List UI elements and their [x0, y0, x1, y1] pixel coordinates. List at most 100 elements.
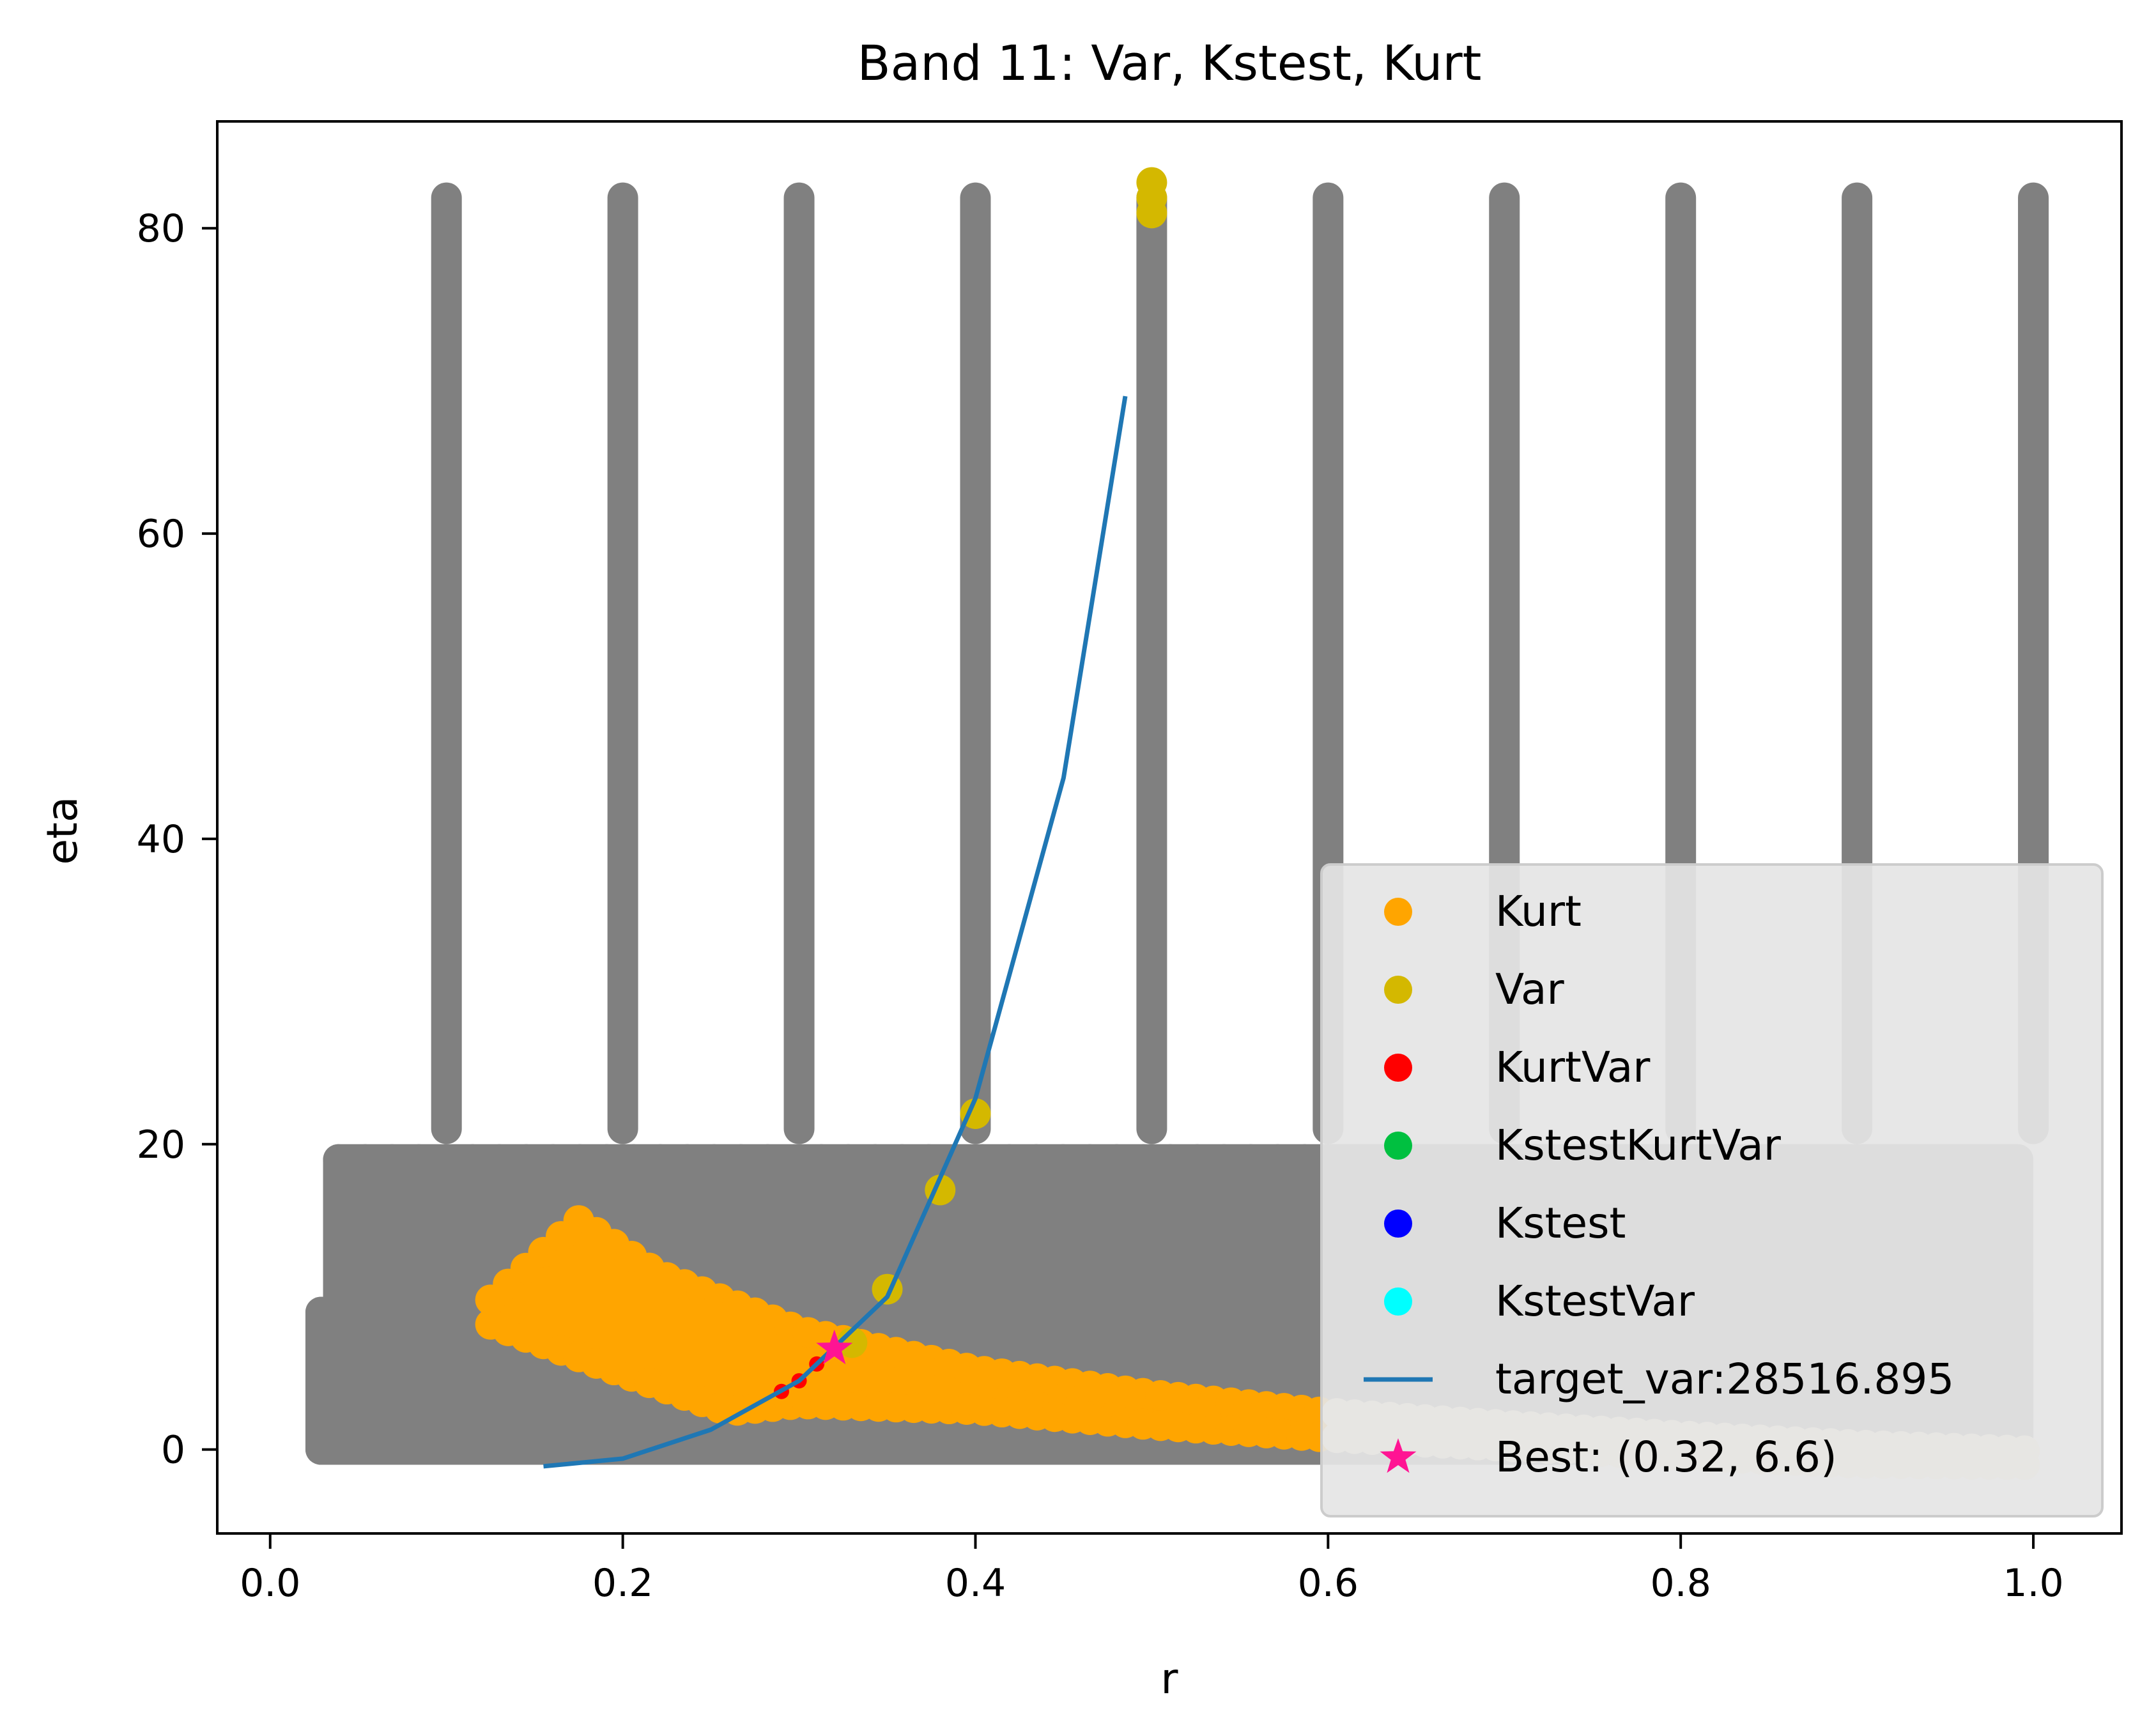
legend-marker-kstestkurtvar — [1384, 1132, 1412, 1160]
legend-marker-best — [1380, 1438, 1417, 1473]
y-tick-label: 40 — [137, 817, 185, 862]
mid-eta-grid-bottom-point — [564, 1434, 596, 1465]
legend-label-kstestkurtvar: KstestKurtVar — [1495, 1121, 1782, 1170]
legend-marker-kurtvar — [1384, 1054, 1412, 1082]
axes-frame — [216, 120, 2123, 1535]
mid-eta-grid-top-point — [537, 1144, 569, 1175]
legend-label-best-0-32-6-6: Best: (0.32, 6.6) — [1495, 1433, 1837, 1482]
mid-eta-grid-top-point — [886, 1144, 918, 1175]
grid-column — [783, 182, 815, 1144]
x-tick-label: 1.0 — [2003, 1561, 2063, 1606]
mid-eta-grid-top-point — [859, 1144, 891, 1175]
mid-eta-grid-top-point — [1020, 1144, 1052, 1175]
series-points — [773, 167, 1167, 1399]
var-point — [1136, 197, 1167, 229]
mid-eta-grid-top-point — [403, 1144, 435, 1175]
target-var-line — [543, 396, 1128, 1469]
mid-eta-grid-top-point — [350, 1144, 381, 1175]
mid-eta-grid-bottom-point — [1020, 1434, 1052, 1465]
legend-marker-kstest — [1384, 1210, 1412, 1238]
mid-eta-grid-top-point — [779, 1144, 810, 1175]
mid-eta-grid-top-point — [457, 1144, 488, 1175]
legend-label-kstestvar: KstestVar — [1495, 1277, 1695, 1326]
mid-eta-grid-bottom-point — [913, 1434, 944, 1465]
mid-eta-grid-top-point — [1047, 1144, 1079, 1175]
legend-label-target-var-28516-895: target_var:28516.895 — [1495, 1355, 1954, 1404]
mid-eta-grid-top-point — [1074, 1144, 1105, 1175]
mid-eta-grid-top-point — [645, 1144, 676, 1175]
mid-eta-grid-bottom-point — [994, 1434, 1025, 1465]
mid-eta-grid-top-point — [511, 1144, 542, 1175]
legend-label-kstest: Kstest — [1495, 1199, 1626, 1248]
grid-column — [607, 182, 638, 1144]
mid-eta-grid-bottom-point — [430, 1434, 461, 1465]
mid-eta-grid-top-point — [484, 1144, 515, 1175]
grid-column — [1136, 182, 1167, 1144]
mid-eta-grid-top-point — [1208, 1144, 1240, 1175]
legend-label-kurt: Kurt — [1495, 887, 1582, 936]
mid-eta-grid-bottom-point — [591, 1434, 622, 1465]
target-var-curve — [543, 396, 1128, 1469]
mid-eta-grid-bottom-point — [886, 1434, 918, 1465]
mid-eta-grid-top-point — [323, 1144, 354, 1175]
mid-eta-grid-bottom-point — [967, 1434, 998, 1465]
mid-eta-grid-bottom-point — [752, 1434, 783, 1465]
x-tick-label: 0.6 — [1298, 1561, 1359, 1606]
mid-eta-grid-top-point — [1101, 1144, 1132, 1175]
legend-marker-var — [1384, 976, 1412, 1004]
mid-eta-grid-top-point — [618, 1144, 649, 1175]
best-point-star — [816, 1329, 853, 1365]
mid-eta-grid-bottom-point — [511, 1434, 542, 1465]
legend-entries: KurtVarKurtVarKstestKurtVarKstestKstestV… — [1364, 887, 1954, 1482]
mid-eta-grid-bottom-point — [323, 1434, 354, 1465]
mid-eta-grid-bottom-point — [537, 1434, 569, 1465]
y-axis-label: eta — [38, 797, 87, 865]
legend-box — [1320, 863, 2104, 1517]
y-tick-label: 80 — [137, 206, 185, 251]
legend-label-kurtvar: KurtVar — [1495, 1043, 1651, 1092]
mid-eta-grid-bottom-point — [806, 1434, 837, 1465]
mid-eta-grid-top-point — [806, 1144, 837, 1175]
mid-eta-grid-top-point — [591, 1144, 622, 1175]
mid-eta-grid-bottom-point — [833, 1434, 864, 1465]
mid-eta-grid-bottom-point — [376, 1434, 408, 1465]
mid-eta-grid-bottom-point — [403, 1434, 435, 1465]
mid-eta-grid-top-point — [1235, 1144, 1267, 1175]
mid-eta-grid-bottom-point — [725, 1434, 757, 1465]
legend-marker-kurt — [1384, 898, 1412, 926]
mid-eta-grid-top-point — [1262, 1144, 1293, 1175]
var-point — [960, 1098, 991, 1129]
x-axis-ticks: 0.0 0.2 0.4 0.6 0.8 1.0 — [240, 1533, 2064, 1606]
x-tick-label: 0.4 — [945, 1561, 1006, 1606]
mid-eta-grid-top-point — [564, 1144, 596, 1175]
var-point — [872, 1273, 903, 1305]
mid-eta-grid-top-point — [725, 1144, 757, 1175]
legend: KurtVarKurtVarKstestKurtVarKstestKstestV… — [1320, 863, 2104, 1517]
mid-eta-grid-top-point — [913, 1144, 944, 1175]
grid-column — [960, 182, 991, 1144]
mid-eta-grid-top-point — [994, 1144, 1025, 1175]
mid-eta-grid-bottom-point — [350, 1434, 381, 1465]
legend-label-var: Var — [1495, 965, 1564, 1014]
mid-eta-grid-top-point — [967, 1144, 998, 1175]
mid-eta-grid-top-point — [1289, 1144, 1320, 1175]
mid-eta-grid-bottom-point — [940, 1434, 971, 1465]
x-tick-label: 0.0 — [240, 1561, 300, 1606]
legend-marker-kstestvar — [1384, 1287, 1412, 1316]
mid-eta-grid-top-point — [940, 1144, 971, 1175]
mid-eta-grid-bottom-point — [779, 1434, 810, 1465]
mid-eta-grid-top-point — [752, 1144, 783, 1175]
mid-eta-grid-bottom-point — [1101, 1434, 1132, 1465]
x-tick-label: 0.2 — [592, 1561, 653, 1606]
grid-column — [431, 182, 462, 1144]
y-axis-ticks: 0 20 40 60 80 — [137, 206, 217, 1473]
chart-title: Band 11: Var, Kstest, Kurt — [858, 35, 1482, 91]
mid-eta-grid-top-point — [672, 1144, 703, 1175]
y-tick-label: 20 — [137, 1123, 185, 1167]
mid-eta-grid-bottom-point — [859, 1434, 891, 1465]
y-tick-label: 0 — [161, 1428, 185, 1473]
mid-eta-grid-bottom-point — [1128, 1434, 1159, 1465]
x-axis-label: r — [1160, 1654, 1178, 1703]
mid-eta-grid-top-point — [833, 1144, 864, 1175]
